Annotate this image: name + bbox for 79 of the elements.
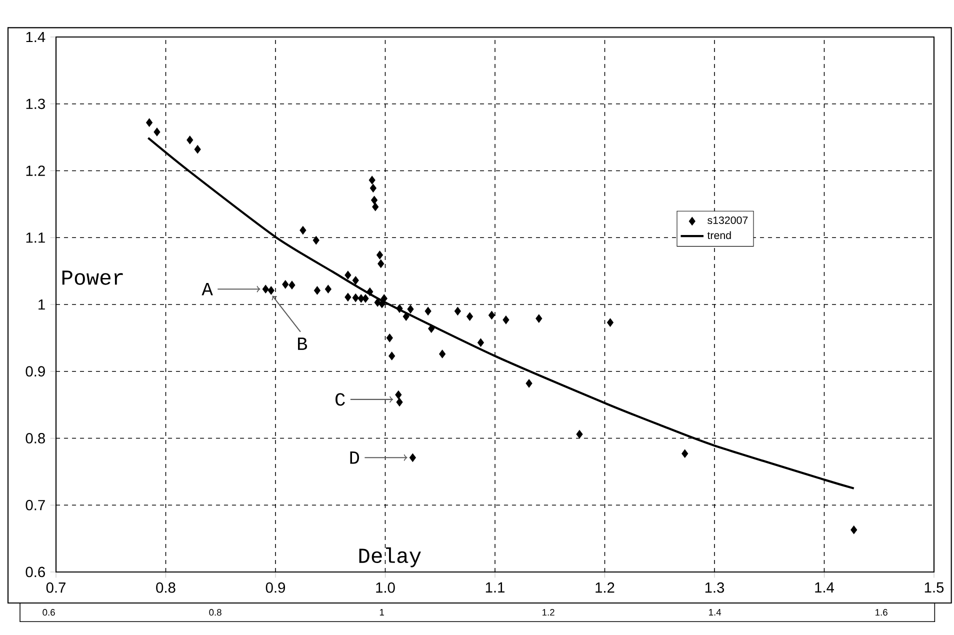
legend-label: s132007 <box>708 216 748 224</box>
point <box>300 226 306 235</box>
y-tick-label: 1.1 <box>26 232 45 243</box>
point <box>396 304 403 313</box>
point <box>386 334 393 342</box>
x-tick-label: 1.2 <box>596 582 614 593</box>
point <box>314 286 320 295</box>
point <box>352 276 359 285</box>
x-axis-title: Delay <box>359 547 421 568</box>
point <box>682 449 688 458</box>
point <box>372 202 379 212</box>
x-tick-label: 0.7 <box>46 582 66 593</box>
y-tick-label: 0.6 <box>26 566 45 578</box>
point <box>606 318 614 327</box>
annotation: D <box>350 451 360 464</box>
y-tick-label: 0.8 <box>26 433 45 444</box>
x2-tick-label: 1.4 <box>709 609 722 616</box>
point <box>388 352 396 360</box>
x2-tick-label: 1.2 <box>542 609 554 616</box>
x-tick-label: 0.9 <box>266 582 286 593</box>
point <box>536 314 542 323</box>
point <box>362 294 369 303</box>
point <box>288 280 296 290</box>
y-tick-label: 1.3 <box>26 98 45 110</box>
point <box>396 398 403 406</box>
y-tick-label: 0.9 <box>26 366 45 377</box>
point <box>312 236 320 245</box>
annotation: C <box>336 393 345 406</box>
point <box>488 310 495 320</box>
point <box>409 453 416 462</box>
point <box>268 286 274 295</box>
x-tick-label: 1.0 <box>376 582 395 593</box>
x2-tick-label: 1 <box>380 609 384 616</box>
point <box>374 298 381 307</box>
point <box>154 128 160 136</box>
x-tick-label: 1.1 <box>486 582 504 592</box>
point <box>324 284 332 294</box>
point <box>466 312 474 321</box>
point <box>502 316 510 324</box>
x-tick-label: 0.8 <box>156 582 176 593</box>
y-axis-title: Power <box>62 270 123 285</box>
y-tick-label: 1.4 <box>26 32 46 42</box>
point <box>850 526 858 534</box>
point <box>186 136 194 144</box>
point <box>376 250 384 260</box>
point <box>477 338 484 347</box>
point <box>370 184 376 192</box>
point <box>428 324 435 333</box>
point <box>366 288 374 296</box>
point <box>146 118 153 127</box>
point <box>378 259 384 268</box>
point <box>371 196 378 204</box>
x-tick-label: 1.3 <box>705 582 724 593</box>
point <box>262 284 269 294</box>
x-tick-label: 1.5 <box>924 582 944 593</box>
point <box>368 176 376 184</box>
x2-tick-label: 0.8 <box>209 609 222 616</box>
point <box>395 390 402 400</box>
line-series <box>147 136 855 490</box>
point <box>352 294 359 302</box>
point <box>576 430 583 438</box>
y-tick-label: 1 <box>38 299 45 310</box>
y-tick-label: 1.2 <box>26 166 45 176</box>
point <box>526 379 532 388</box>
x2-tick-label: 0.6 <box>42 609 55 616</box>
y-tick-label: 0.7 <box>26 500 45 510</box>
annotation: B <box>298 338 308 350</box>
point <box>454 306 461 316</box>
point <box>407 304 414 314</box>
point <box>344 270 352 280</box>
point <box>282 280 289 289</box>
point <box>194 145 201 154</box>
annotation: A <box>202 282 213 296</box>
x2-tick-label: 1.6 <box>876 609 888 616</box>
x-tick-label: 1.4 <box>815 582 834 592</box>
point <box>424 306 432 316</box>
legend-label: trend <box>707 231 731 240</box>
point <box>439 350 446 358</box>
point <box>344 292 352 302</box>
